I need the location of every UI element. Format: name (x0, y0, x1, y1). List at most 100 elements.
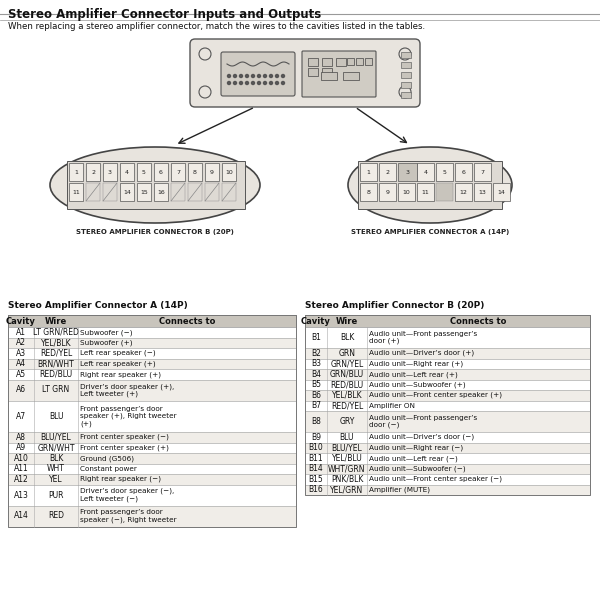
Text: Left rear speaker (−): Left rear speaker (−) (80, 350, 155, 356)
Text: A7: A7 (16, 412, 26, 421)
Circle shape (275, 82, 278, 85)
Text: STEREO AMPLIFIER CONNECTOR A (14P): STEREO AMPLIFIER CONNECTOR A (14P) (351, 229, 509, 235)
Text: A2: A2 (16, 338, 26, 347)
Bar (8, 327, 296, 337)
Text: Audio unit—Subwoofer (+): Audio unit—Subwoofer (+) (369, 382, 466, 388)
Text: Audio unit—Driver’s door (−): Audio unit—Driver’s door (−) (369, 434, 474, 440)
Text: Subwoofer (−): Subwoofer (−) (80, 329, 133, 335)
Bar (379, 163, 396, 181)
Bar (188, 183, 202, 201)
Text: 14: 14 (497, 190, 505, 194)
Text: GRN/WHT: GRN/WHT (37, 443, 75, 452)
Text: PNK/BLK: PNK/BLK (331, 475, 363, 484)
Bar (137, 163, 151, 181)
Circle shape (251, 74, 254, 77)
Bar (379, 183, 396, 201)
Circle shape (281, 74, 284, 77)
Bar (321, 72, 337, 80)
Bar (8, 369, 296, 379)
Bar (305, 401, 590, 411)
Text: 4: 4 (424, 169, 427, 175)
Text: Audio unit—Front center speaker (−): Audio unit—Front center speaker (−) (369, 476, 502, 482)
Circle shape (227, 82, 230, 85)
Text: Stereo Amplifier Connector B (20P): Stereo Amplifier Connector B (20P) (305, 301, 484, 310)
FancyBboxPatch shape (302, 51, 376, 97)
Bar (305, 485, 590, 495)
Text: A1: A1 (16, 328, 26, 337)
Text: 1: 1 (74, 169, 78, 175)
Text: Wire: Wire (336, 317, 358, 325)
Text: YEL/GRN: YEL/GRN (331, 485, 364, 494)
Text: 1: 1 (367, 169, 370, 175)
Text: B16: B16 (308, 485, 323, 494)
Bar (188, 163, 202, 181)
Circle shape (233, 74, 236, 77)
Bar (305, 379, 590, 390)
Text: Audio unit—Front center speaker (+): Audio unit—Front center speaker (+) (369, 392, 502, 398)
Circle shape (199, 86, 211, 98)
Bar (8, 358, 296, 369)
Text: Connects to: Connects to (451, 317, 506, 325)
Text: PUR: PUR (48, 491, 64, 499)
Text: B10: B10 (308, 443, 323, 452)
Circle shape (263, 74, 266, 77)
Text: Audio unit—Left rear (−): Audio unit—Left rear (−) (369, 455, 458, 461)
Bar (171, 163, 185, 181)
Text: RED/BLU: RED/BLU (40, 370, 73, 379)
Text: BLK: BLK (49, 454, 63, 463)
Text: Audio unit—Front passenger’s
door (+): Audio unit—Front passenger’s door (+) (369, 331, 477, 344)
Bar (86, 163, 100, 181)
Bar (8, 315, 296, 527)
Bar (8, 505, 296, 527)
Text: Audio unit—Front passenger’s
door (−): Audio unit—Front passenger’s door (−) (369, 415, 477, 428)
Text: B8: B8 (311, 417, 321, 426)
Bar (8, 474, 296, 485)
Text: LT GRN/RED: LT GRN/RED (33, 328, 79, 337)
Bar (103, 163, 117, 181)
Text: 4: 4 (125, 169, 129, 175)
Bar (222, 163, 236, 181)
Bar (360, 183, 377, 201)
FancyBboxPatch shape (190, 39, 420, 107)
Text: Stereo Amplifier Connector A (14P): Stereo Amplifier Connector A (14P) (8, 301, 188, 310)
Text: A9: A9 (16, 443, 26, 452)
Text: Audio unit—Right rear (+): Audio unit—Right rear (+) (369, 361, 463, 367)
FancyBboxPatch shape (221, 52, 295, 96)
Text: B4: B4 (311, 370, 321, 379)
Text: RED/BLU: RED/BLU (331, 380, 364, 389)
Text: 5: 5 (142, 169, 146, 175)
Bar (360, 163, 377, 181)
Bar (401, 62, 411, 68)
Text: Cavity: Cavity (6, 317, 36, 325)
Bar (137, 183, 151, 201)
Bar (8, 432, 296, 443)
Text: 14: 14 (123, 190, 131, 194)
Bar (356, 58, 363, 65)
Bar (455, 183, 472, 201)
Bar (8, 463, 296, 474)
Text: A12: A12 (14, 475, 28, 484)
Text: A8: A8 (16, 433, 26, 442)
Text: Connects to: Connects to (159, 317, 215, 325)
Bar (365, 58, 372, 65)
Text: B11: B11 (308, 454, 323, 463)
Bar (417, 183, 434, 201)
Text: 10: 10 (403, 190, 410, 194)
Text: Audio unit—Right rear (−): Audio unit—Right rear (−) (369, 445, 463, 451)
Text: 7: 7 (176, 169, 180, 175)
Text: 6: 6 (461, 169, 466, 175)
Bar (401, 82, 411, 88)
Text: 9: 9 (210, 169, 214, 175)
Text: B5: B5 (311, 380, 321, 389)
Text: A6: A6 (16, 385, 26, 395)
Text: GRY: GRY (340, 417, 355, 426)
Text: 8: 8 (367, 190, 370, 194)
Bar (436, 163, 453, 181)
Text: Amplifier (MUTE): Amplifier (MUTE) (369, 487, 430, 493)
Text: WHT: WHT (47, 464, 65, 473)
Circle shape (199, 48, 211, 60)
Bar (8, 379, 296, 401)
Text: LT GRN: LT GRN (43, 385, 70, 395)
Text: Front center speaker (−): Front center speaker (−) (80, 434, 169, 440)
Text: 15: 15 (140, 190, 148, 194)
